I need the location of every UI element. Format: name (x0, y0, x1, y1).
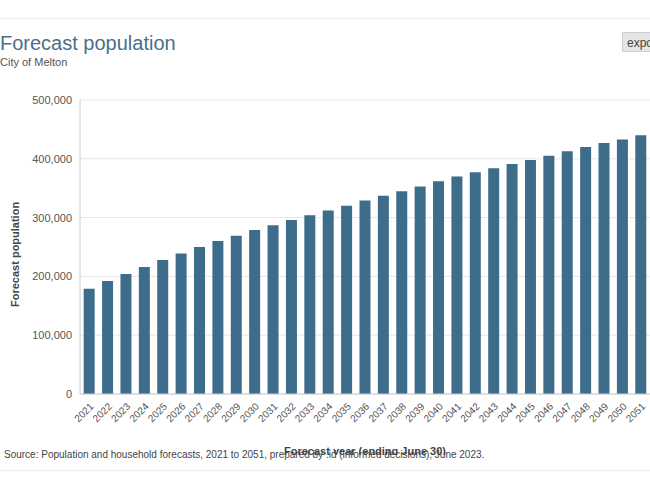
svg-text:2032: 2032 (274, 400, 298, 424)
svg-text:2044: 2044 (495, 400, 519, 424)
svg-text:2022: 2022 (91, 400, 115, 424)
svg-text:100,000: 100,000 (32, 329, 72, 341)
svg-text:300,000: 300,000 (32, 212, 72, 224)
svg-text:2049: 2049 (587, 400, 611, 424)
html-text:Source: Population and househo: Source: Population and household forecas… (4, 449, 485, 460)
svg-text:2037: 2037 (366, 400, 390, 424)
svg-text:2051: 2051 (624, 400, 642, 424)
svg-text:400,000: 400,000 (32, 153, 72, 165)
svg-text:2029: 2029 (219, 400, 243, 424)
svg-text:2031: 2031 (256, 400, 280, 424)
svg-text:200,000: 200,000 (32, 270, 72, 282)
svg-text:2026: 2026 (164, 400, 188, 424)
svg-text:2041: 2041 (440, 400, 464, 424)
svg-text:2033: 2033 (293, 400, 317, 424)
svg-text:2025: 2025 (146, 400, 170, 424)
svg-text:2024: 2024 (127, 400, 151, 424)
svg-text:2030: 2030 (238, 400, 262, 424)
svg-text:2027: 2027 (182, 400, 206, 424)
svg-text:2048: 2048 (569, 400, 593, 424)
svg-text:2038: 2038 (385, 400, 409, 424)
html-text:Forecast population: Forecast population (0, 32, 176, 54)
svg-text:2040: 2040 (421, 400, 445, 424)
svg-text:2036: 2036 (348, 400, 372, 424)
svg-text:2050: 2050 (605, 400, 629, 424)
svg-text:Forecast population: Forecast population (9, 202, 21, 307)
svg-text:2045: 2045 (513, 400, 537, 424)
svg-text:2021: 2021 (72, 400, 96, 424)
svg-text:500,000: 500,000 (32, 94, 72, 106)
svg-text:2034: 2034 (311, 400, 335, 424)
svg-text:2042: 2042 (458, 400, 482, 424)
svg-text:2028: 2028 (201, 400, 225, 424)
svg-text:2035: 2035 (330, 400, 354, 424)
svg-text:2046: 2046 (532, 400, 556, 424)
svg-text:2023: 2023 (109, 400, 133, 424)
svg-text:2043: 2043 (477, 400, 501, 424)
svg-text:2039: 2039 (403, 400, 427, 424)
svg-text:0: 0 (66, 388, 72, 400)
html-text:City of Melton: City of Melton (0, 56, 68, 68)
svg-text:2047: 2047 (550, 400, 574, 424)
